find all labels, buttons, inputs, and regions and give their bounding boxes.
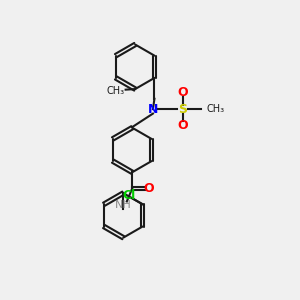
Text: Cl: Cl bbox=[123, 189, 136, 202]
Text: N: N bbox=[148, 103, 158, 116]
Text: O: O bbox=[143, 182, 154, 195]
Text: CH₃: CH₃ bbox=[206, 104, 225, 114]
Text: O: O bbox=[177, 86, 188, 99]
Text: S: S bbox=[178, 103, 187, 116]
Text: NH: NH bbox=[115, 200, 132, 210]
Text: CH₃: CH₃ bbox=[106, 85, 125, 96]
Text: O: O bbox=[177, 119, 188, 132]
